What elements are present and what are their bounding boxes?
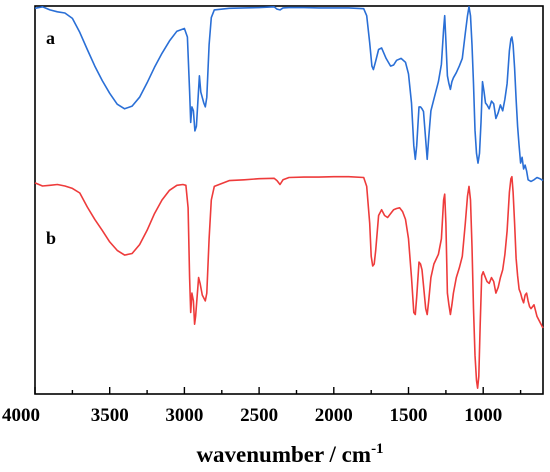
plot-border bbox=[34, 5, 544, 395]
series-letters: ab bbox=[46, 28, 56, 248]
x-tick-label: 3500 bbox=[91, 405, 129, 426]
series-line-a bbox=[34, 6, 544, 183]
plot-frame bbox=[34, 5, 544, 395]
x-tick-label: 2000 bbox=[315, 405, 353, 426]
series-group bbox=[34, 6, 544, 389]
x-tick-label: 1000 bbox=[464, 405, 502, 426]
series-label-a: a bbox=[46, 28, 55, 48]
x-axis-title: wavenumber / cm-1 bbox=[196, 441, 383, 467]
x-axis-title-superscript: -1 bbox=[371, 441, 384, 457]
x-tick-label: 3000 bbox=[165, 405, 203, 426]
x-tick-label: 1500 bbox=[390, 405, 428, 426]
x-axis-ticks bbox=[34, 387, 522, 394]
x-tick-label: 4000 bbox=[2, 405, 40, 426]
x-axis-title-text: wavenumber / cm bbox=[196, 442, 371, 467]
series-line-b bbox=[34, 175, 544, 389]
x-tick-label: 2500 bbox=[240, 405, 278, 426]
x-axis-tick-labels: 4000 3500 3000 2500 2000 1500 1000 bbox=[2, 405, 502, 426]
series-label-b: b bbox=[46, 228, 56, 248]
